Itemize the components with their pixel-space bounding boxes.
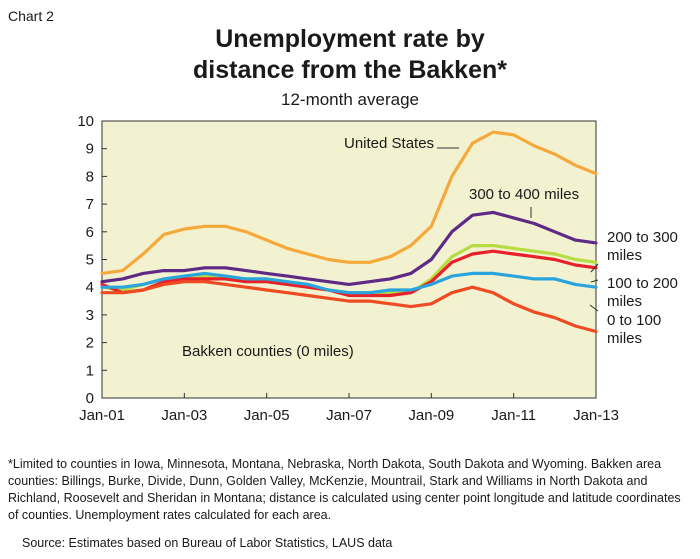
y-tick-label: 0 [86,390,94,407]
y-tick-label: 4 [86,279,94,296]
x-tick-label: Jan-13 [573,407,619,424]
x-tick-label: Jan-03 [161,407,207,424]
y-tick-label: 2 [86,335,94,352]
x-tick-label: Jan-11 [491,407,536,424]
source-note: Source: Estimates based on Bureau of Lab… [22,536,393,550]
x-axis: Jan-01 Jan-03 Jan-05 Jan-07 Jan-09 Jan-11 Jan-… [79,393,619,424]
footnote-marker: * [8,457,13,471]
y-tick-label: 5 [86,252,94,269]
x-tick-label: Jan-07 [326,407,372,424]
series-label-1: 300 to 400 miles [469,186,579,203]
y-tick-label: 8 [86,168,94,185]
y-tick-label: 1 [86,362,94,379]
x-tick-label: Jan-01 [79,407,125,424]
chart-title-line-1: Unemployment rate by [215,25,485,53]
series-label-2: 200 to 300 miles [607,229,678,264]
y-tick-label: 7 [86,196,94,213]
y-tick-label: 9 [86,141,94,158]
x-tick-label: Jan-05 [244,407,290,424]
chart-subtitle: 12-month average [281,90,419,109]
series-label-3: 100 to 200 miles [607,275,678,310]
chart-title-line-2: distance from the Bakken* [193,56,507,84]
y-axis: 0 1 2 3 4 5 6 7 8 9 10 [77,113,107,407]
y-tick-label: 10 [77,113,94,130]
series-label-5: Bakken counties (0 miles) [182,343,354,360]
label-leader-line [590,279,599,283]
footnote: *Limited to counties in Iowa, Minnesota,… [8,456,692,524]
footnote-text: Limited to counties in Iowa, Minnesota, … [8,457,681,522]
series-lines [100,130,598,334]
series-label-4: 0 to 100 miles [607,312,661,347]
series-label-0: United States [344,135,434,152]
label-leader-line [590,263,599,273]
y-tick-label: 3 [86,307,94,324]
label-leader-line [589,304,599,312]
x-tick-label: Jan-09 [408,407,454,424]
chart-title: Unemployment rate by distance from the B… [0,24,700,86]
chart-number: Chart 2 [8,8,54,24]
y-tick-label: 6 [86,224,94,241]
series-labels: United States 300 to 400 miles 200 to 300 m… [182,135,678,360]
